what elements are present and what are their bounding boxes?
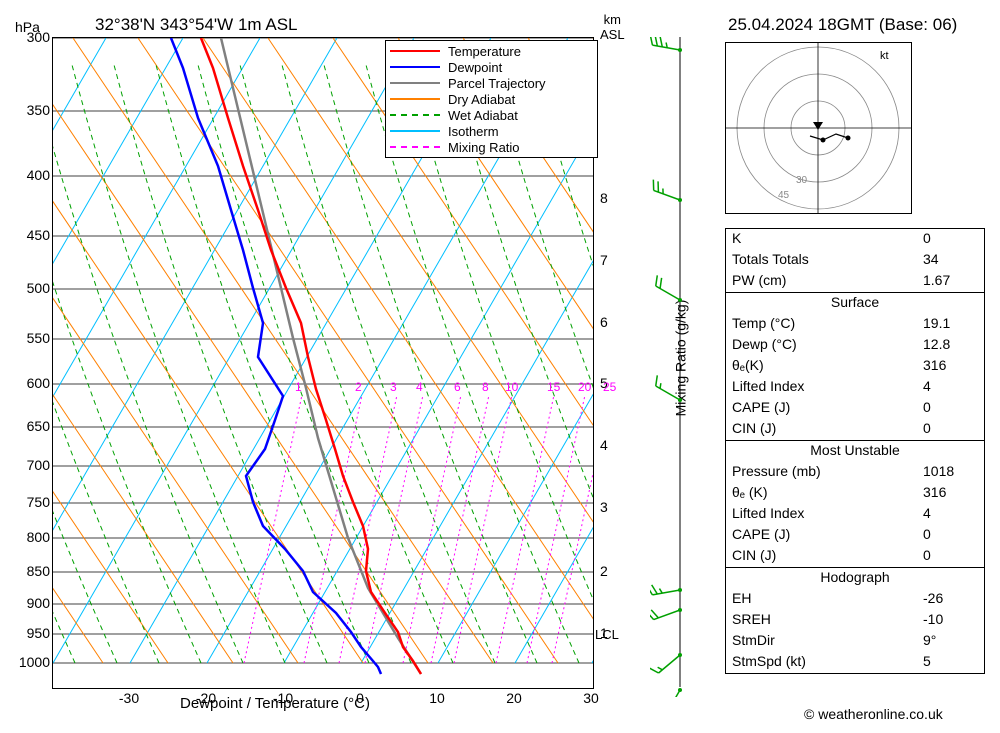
xtick-temp: -20 [196, 690, 216, 706]
index-row: CAPE (J)0 [726, 525, 984, 546]
ylabel-km: kmASL [600, 12, 625, 42]
index-row: θₑ (K)316 [726, 483, 984, 504]
index-row: CAPE (J)0 [726, 398, 984, 419]
legend-row: Isotherm [390, 123, 593, 139]
ytick-pressure: 950 [27, 625, 50, 641]
hodograph: 45 30 [725, 42, 912, 214]
svg-text:45: 45 [778, 190, 790, 201]
legend: TemperatureDewpointParcel TrajectoryDry … [385, 40, 598, 158]
wind-svg [650, 37, 710, 697]
index-row: Pressure (mb)1018 [726, 462, 984, 483]
title-right: 25.04.2024 18GMT (Base: 06) [728, 15, 957, 35]
mixing-label: 2 [355, 380, 362, 394]
legend-row: Dewpoint [390, 59, 593, 75]
index-row: K0 [726, 229, 984, 250]
index-row: CIN (J)0 [726, 419, 984, 440]
index-row: StmDir9° [726, 631, 984, 652]
mixing-label: 15 [547, 380, 560, 394]
ytick-pressure: 350 [27, 102, 50, 118]
xtick-temp: -30 [119, 690, 139, 706]
xtick-temp: 10 [429, 690, 445, 706]
ytick-pressure: 700 [27, 457, 50, 473]
svg-text:30: 30 [796, 175, 808, 186]
index-row: Lifted Index4 [726, 504, 984, 525]
ytick-km: 3 [600, 499, 608, 515]
index-row: EH-26 [726, 589, 984, 610]
ytick-km: 2 [600, 563, 608, 579]
ytick-pressure: 400 [27, 167, 50, 183]
wind-barbs [650, 37, 710, 687]
ytick-pressure: 850 [27, 563, 50, 579]
mixing-label: 6 [454, 380, 461, 394]
legend-row: Mixing Ratio [390, 139, 593, 155]
index-row: PW (cm)1.67 [726, 271, 984, 292]
ytick-pressure: 450 [27, 227, 50, 243]
index-row: SREH-10 [726, 610, 984, 631]
index-row: Temp (°C)19.1 [726, 314, 984, 335]
xtick-temp: 30 [583, 690, 599, 706]
index-header: Hodograph [726, 567, 984, 589]
xtick-temp: 20 [506, 690, 522, 706]
ytick-km: 8 [600, 190, 608, 206]
ytick-pressure: 1000 [19, 654, 50, 670]
xtick-temp: 0 [356, 690, 364, 706]
index-row: Lifted Index4 [726, 377, 984, 398]
mixing-label: 3 [390, 380, 397, 394]
mixing-label: 4 [416, 380, 423, 394]
mixing-label: 1 [295, 380, 302, 394]
title-left: 32°38'N 343°54'W 1m ASL [95, 15, 297, 35]
legend-row: Dry Adiabat [390, 91, 593, 107]
index-header: Surface [726, 292, 984, 314]
ytick-pressure: 300 [27, 29, 50, 45]
mixing-label: 20 [578, 380, 591, 394]
ytick-pressure: 750 [27, 494, 50, 510]
xtick-temp: -10 [273, 690, 293, 706]
ytick-pressure: 550 [27, 330, 50, 346]
legend-row: Temperature [390, 43, 593, 59]
copyright: © weatheronline.co.uk [804, 706, 943, 722]
index-header: Most Unstable [726, 440, 984, 462]
mixing-label: 8 [482, 380, 489, 394]
ytick-km: 4 [600, 437, 608, 453]
index-row: Totals Totals34 [726, 250, 984, 271]
ytick-pressure: 600 [27, 375, 50, 391]
legend-row: Parcel Trajectory [390, 75, 593, 91]
ytick-pressure: 900 [27, 595, 50, 611]
index-row: θₑ(K)316 [726, 356, 984, 377]
mixing-label: 10 [505, 380, 518, 394]
hodo-svg: 45 30 [726, 43, 911, 213]
index-row: Dewp (°C)12.8 [726, 335, 984, 356]
mixing-label: 25 [603, 380, 616, 394]
ytick-pressure: 800 [27, 529, 50, 545]
ytick-pressure: 650 [27, 418, 50, 434]
ytick-km: 7 [600, 252, 608, 268]
ytick-km: 1 [600, 625, 608, 641]
index-row: CIN (J)0 [726, 546, 984, 567]
ytick-km: 6 [600, 314, 608, 330]
ytick-pressure: 500 [27, 280, 50, 296]
index-row: StmSpd (kt)5 [726, 652, 984, 673]
index-table: K0Totals Totals34PW (cm)1.67SurfaceTemp … [725, 228, 985, 674]
legend-row: Wet Adiabat [390, 107, 593, 123]
